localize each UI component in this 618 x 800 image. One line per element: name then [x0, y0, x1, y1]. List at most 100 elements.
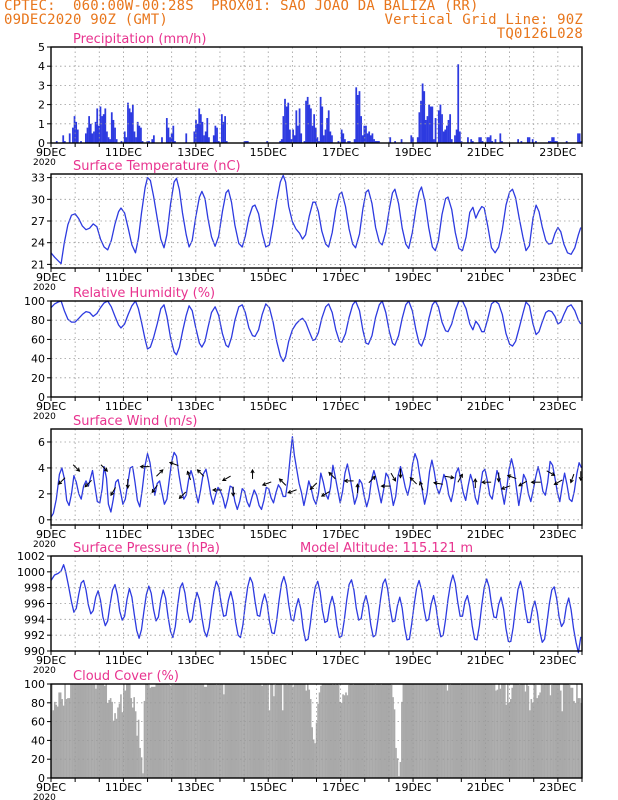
cloud-bar	[255, 684, 258, 778]
wind-arrow-head	[409, 476, 414, 482]
cloud-bar	[506, 684, 509, 778]
cloud-bar	[562, 684, 565, 778]
precipitation-bar	[128, 108, 131, 143]
cloud-bar	[149, 687, 152, 778]
cloud-bar	[174, 684, 177, 778]
cloud-bar	[284, 684, 287, 778]
pressure-panel: 990 992 994 996 998 1000 1002 9DEC 11DEC 13DEC 15D…	[17, 541, 583, 676]
wind-arrow-head	[343, 478, 348, 484]
cloud-bar	[152, 686, 155, 778]
cloud-bar	[399, 762, 402, 778]
cloud-bar	[548, 684, 550, 778]
cloud-bar	[436, 684, 438, 778]
cloud-bar	[176, 684, 178, 778]
cloud-bar	[404, 684, 406, 778]
wind-arrow-head	[168, 461, 174, 466]
cloud-bar	[530, 699, 533, 778]
cloud-bar	[414, 684, 416, 778]
cloud-bar	[342, 694, 344, 778]
precipitation-bar	[434, 118, 437, 143]
wind-arrow-head	[459, 473, 463, 478]
cloud-bar	[215, 684, 218, 778]
cloud-bar	[248, 684, 250, 778]
cloud-bar	[508, 702, 511, 778]
temperature-panel: 21 24 27 30 33 9DEC 11DEC 13DEC 15DEC 17DEC 19DEC 2…	[31, 159, 583, 293]
cloud-bar	[305, 690, 308, 778]
cloud-bar	[165, 684, 168, 778]
wind-arrow-head	[110, 491, 115, 497]
precipitation-bar	[140, 127, 142, 143]
cloud-bar	[476, 684, 478, 778]
wind-arrow-head	[371, 475, 376, 480]
cloud-bar	[80, 684, 83, 778]
cloud-bar	[499, 688, 502, 778]
precipitation-xtick-label: 13DEC	[177, 146, 214, 159]
pressure-xtick-label: 21DEC	[467, 654, 504, 667]
cloud-bar	[452, 684, 455, 778]
precipitation-bar	[501, 141, 503, 143]
precipitation-bar	[457, 64, 460, 143]
cloud-bar	[92, 684, 94, 778]
cloud-xtick-label: 21DEC	[467, 781, 504, 794]
cloud-bar	[365, 684, 368, 778]
cloud-bar	[156, 684, 159, 778]
precipitation-bar	[446, 125, 448, 143]
cloud-ytick-label: 80	[31, 697, 45, 710]
cloud-bar	[356, 684, 359, 778]
cloud-bar	[101, 684, 103, 778]
precipitation-bar	[138, 125, 141, 143]
cloud-bar	[83, 684, 85, 778]
cloud-year-label: 2020	[33, 793, 56, 800]
cloud-bar	[151, 686, 153, 778]
wind-xtick-label: 15DEC	[250, 528, 287, 541]
wind-arrow	[58, 477, 66, 485]
precipitation-bar	[480, 137, 482, 143]
cloud-bar	[140, 757, 143, 778]
pressure-xtick-label: 9DEC	[36, 654, 66, 667]
cloud-bar	[295, 684, 297, 778]
cloud-bar	[228, 684, 231, 778]
precipitation-bar	[123, 131, 126, 143]
cloud-bar	[323, 684, 325, 778]
temperature-xtick-label: 17DEC	[322, 271, 359, 284]
precipitation-bar	[63, 141, 66, 143]
precipitation-bar	[222, 121, 225, 143]
cloud-bar	[189, 684, 191, 778]
precipitation-bar	[203, 135, 205, 143]
precipitation-bar	[481, 141, 484, 143]
cloud-bar	[158, 684, 160, 778]
cloud-bar	[418, 684, 421, 778]
precipitation-bar	[306, 96, 309, 143]
cloud-bar	[393, 709, 396, 778]
cloud-bar	[412, 684, 415, 778]
precipitation-xtick-label: 17DEC	[322, 146, 359, 159]
precipitation-bar	[243, 141, 246, 143]
wind-arrow	[518, 480, 528, 487]
cloud-bar	[481, 684, 484, 778]
cloud-bar	[278, 684, 281, 778]
wind-arrow	[570, 473, 575, 483]
wind-arrow	[507, 474, 517, 480]
precipitation-bar	[360, 116, 362, 143]
cloud-bar	[52, 710, 55, 778]
precipitation-bar	[73, 116, 76, 143]
header-date: 09DEC2020 90Z (GMT)	[4, 12, 168, 28]
cloud-bar	[379, 684, 381, 778]
wind-arrow	[390, 472, 396, 482]
precipitation-bar	[348, 141, 351, 143]
precipitation-bar	[133, 131, 136, 143]
cloud-bar	[109, 698, 112, 778]
precipitation-bar	[535, 141, 537, 143]
cloud-bar	[389, 684, 391, 778]
cloud-bar	[236, 684, 238, 778]
cloud-bar	[421, 684, 424, 778]
cloud-bar	[320, 685, 322, 778]
cloud-bar	[479, 684, 481, 778]
precipitation-ytick-label: 1	[38, 118, 45, 131]
wind-arrow-head	[139, 464, 144, 469]
cloud-bar	[473, 684, 475, 778]
cloud-bar	[423, 684, 425, 778]
cloud-bar	[283, 684, 286, 778]
cloud-bar	[517, 684, 519, 778]
cloud-bar	[373, 684, 375, 778]
